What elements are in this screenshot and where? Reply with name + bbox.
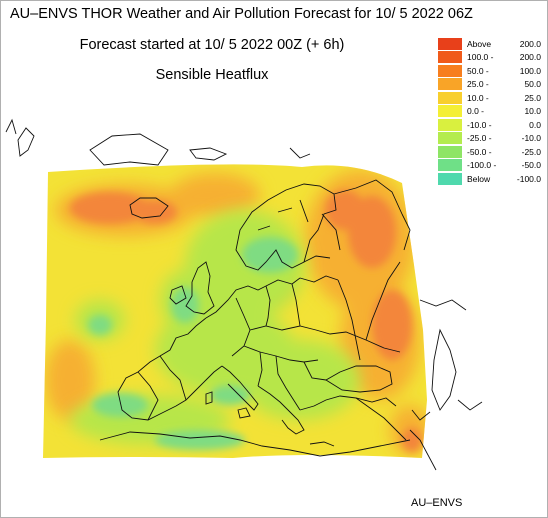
legend-range-high: 10.0 (524, 106, 541, 117)
legend-range-low: Below (467, 173, 491, 184)
legend-item: Below -100.0 (438, 172, 544, 186)
legend-swatch (438, 37, 462, 50)
legend-range-high: -25.0 (521, 146, 541, 157)
legend-swatch (438, 172, 462, 185)
legend-range-high: 100.0 (519, 65, 541, 76)
legend-range-high: 200.0 (519, 52, 541, 63)
legend-swatch (438, 64, 462, 77)
legend-swatch (438, 78, 462, 91)
legend-range-high: 25.0 (524, 92, 541, 103)
legend-range-low: 50.0 - (467, 65, 489, 76)
legend-range-low: -25.0 - (467, 133, 492, 144)
legend-item: -100.0 - -50.0 (438, 159, 544, 173)
legend-range-high: 200.0 (519, 38, 541, 49)
legend-item: Above 200.0 (438, 37, 544, 51)
legend-range-low: 0.0 - (467, 106, 485, 117)
heatflux-field (43, 164, 427, 458)
legend-swatch (438, 118, 462, 131)
forecast-start-subtitle: Forecast started at 10/ 5 2022 00Z (+ 6h… (79, 37, 345, 53)
legend-item: 0.0 - 10.0 (438, 105, 544, 119)
legend-item: 100.0 - 200.0 (438, 51, 544, 65)
variable-title: Sensible Heatflux (155, 67, 269, 83)
legend-range-low: -10.0 - (467, 119, 492, 130)
legend-swatch (438, 51, 462, 64)
legend-range-low: 25.0 - (467, 79, 489, 90)
legend-item: -10.0 - 0.0 (438, 118, 544, 132)
legend-item: 10.0 - 25.0 (438, 91, 544, 105)
legend-item: 25.0 - 50.0 (438, 78, 544, 92)
legend-item: 50.0 - 100.0 (438, 64, 544, 78)
legend-item: -25.0 - -10.0 (438, 132, 544, 146)
legend-range-high: -100.0 (516, 173, 541, 184)
legend-range-low: -50.0 - (467, 146, 492, 157)
legend-range-low: Above (467, 38, 492, 49)
legend-range-high: -10.0 (521, 133, 541, 144)
legend-range-high: 50.0 (524, 79, 541, 90)
legend-range-low: -100.0 - (467, 160, 497, 171)
legend-swatch (438, 132, 462, 145)
legend-swatch (438, 91, 462, 104)
credit-label: AU–ENVS (411, 497, 463, 509)
main-title: AU–ENVS THOR Weather and Air Pollution F… (10, 6, 473, 22)
legend-swatch (438, 105, 462, 118)
legend-swatch (438, 145, 462, 158)
legend-swatch (438, 159, 462, 172)
legend-item: -50.0 - -25.0 (438, 145, 544, 159)
legend-range-low: 100.0 - (467, 52, 494, 63)
legend: Above 200.0 100.0 -200.0 50.0 -100.0 25.0 -5… (438, 37, 544, 186)
coastlines-and-borders (5, 118, 483, 471)
legend-range-high: 0.0 (529, 119, 541, 130)
legend-range-low: 10.0 - (467, 92, 489, 103)
legend-range-high: -50.0 (521, 160, 541, 171)
